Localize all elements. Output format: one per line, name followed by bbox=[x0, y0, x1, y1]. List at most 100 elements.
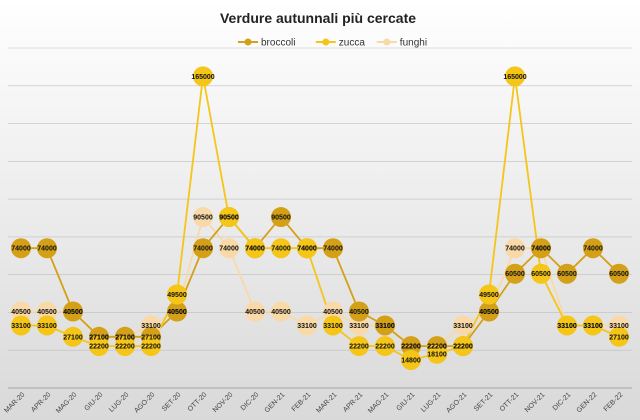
data-label-broccoli: 60500 bbox=[609, 271, 629, 278]
data-label-zucca: 60500 bbox=[531, 271, 551, 278]
data-label-zucca: 165000 bbox=[503, 74, 526, 81]
data-point-funghi bbox=[505, 238, 525, 259]
data-label-zucca: 49500 bbox=[167, 292, 187, 299]
data-label-broccoli: 74000 bbox=[531, 246, 551, 253]
data-point-funghi bbox=[323, 301, 343, 322]
data-label-funghi: 40500 bbox=[63, 309, 83, 316]
data-point-zucca bbox=[401, 350, 421, 371]
data-label-zucca: 27100 bbox=[63, 334, 83, 341]
data-label-broccoli: 27100 bbox=[141, 334, 161, 341]
data-label-broccoli: 74000 bbox=[11, 246, 31, 253]
data-point-zucca bbox=[115, 336, 135, 357]
legend-swatch-marker bbox=[244, 38, 252, 46]
data-label-broccoli: 74000 bbox=[193, 246, 213, 253]
series-layer: 40500 40500 40500 27100 27100 33100 40500 90500… bbox=[11, 66, 629, 371]
chart-title: Verdure autunnali più cercate bbox=[220, 10, 416, 26]
data-label-broccoli: 74000 bbox=[297, 246, 317, 253]
data-label-zucca: 22200 bbox=[375, 344, 395, 351]
data-point-broccoli bbox=[557, 263, 577, 284]
data-point-broccoli bbox=[193, 238, 213, 259]
data-point-broccoli bbox=[349, 301, 369, 322]
legend-label: funghi bbox=[400, 38, 427, 49]
data-point-funghi bbox=[349, 315, 369, 336]
data-point-broccoli bbox=[323, 238, 343, 259]
data-label-broccoli: 27100 bbox=[89, 334, 109, 341]
data-point-zucca bbox=[37, 315, 57, 336]
data-label-zucca: 14800 bbox=[401, 358, 421, 365]
data-label-funghi: 27100 bbox=[89, 334, 109, 341]
data-point-zucca bbox=[505, 66, 525, 87]
data-point-funghi bbox=[245, 301, 265, 322]
data-point-zucca bbox=[193, 66, 213, 87]
data-point-zucca bbox=[219, 207, 239, 228]
data-label-broccoli: 22200 bbox=[427, 344, 447, 351]
data-label-broccoli: 40500 bbox=[479, 309, 499, 316]
data-label-funghi: 22200 bbox=[401, 344, 421, 351]
data-point-funghi bbox=[453, 315, 473, 336]
data-label-zucca: 22200 bbox=[453, 344, 473, 351]
data-label-broccoli: 22200 bbox=[453, 344, 473, 351]
data-label-broccoli: 74000 bbox=[37, 246, 57, 253]
data-point-zucca bbox=[375, 336, 395, 357]
data-label-zucca: 33100 bbox=[11, 323, 31, 330]
data-label-zucca: 33100 bbox=[583, 323, 603, 330]
data-point-zucca bbox=[297, 238, 317, 259]
data-label-zucca: 33100 bbox=[557, 323, 577, 330]
data-label-funghi: 40500 bbox=[323, 309, 343, 316]
data-label-broccoli: 40500 bbox=[349, 309, 369, 316]
data-point-broccoli bbox=[167, 301, 187, 322]
data-point-zucca bbox=[11, 315, 31, 336]
data-label-zucca: 74000 bbox=[297, 246, 317, 253]
legend-swatch-marker bbox=[383, 38, 391, 46]
legend-label: broccoli bbox=[261, 38, 295, 49]
data-point-zucca bbox=[349, 336, 369, 357]
data-label-funghi: 33100 bbox=[349, 323, 369, 330]
data-point-broccoli bbox=[375, 315, 395, 336]
data-point-zucca bbox=[557, 315, 577, 336]
data-label-broccoli: 74000 bbox=[583, 246, 603, 253]
data-label-zucca: 49500 bbox=[479, 292, 499, 299]
data-label-broccoli: 60500 bbox=[557, 271, 577, 278]
data-point-broccoli bbox=[63, 301, 83, 322]
data-label-funghi: 74000 bbox=[219, 246, 239, 253]
data-label-funghi: 90500 bbox=[193, 215, 213, 222]
data-label-broccoli: 74000 bbox=[323, 246, 343, 253]
data-point-funghi bbox=[271, 301, 291, 322]
data-label-zucca: 33100 bbox=[323, 323, 343, 330]
data-point-zucca bbox=[63, 326, 83, 347]
data-label-zucca: 33100 bbox=[37, 323, 57, 330]
data-label-funghi: 74000 bbox=[531, 246, 551, 253]
data-label-zucca: 22200 bbox=[349, 344, 369, 351]
data-label-broccoli: 27100 bbox=[115, 334, 135, 341]
data-point-broccoli bbox=[505, 263, 525, 284]
data-point-zucca bbox=[271, 238, 291, 259]
data-label-zucca: 22200 bbox=[141, 344, 161, 351]
data-point-broccoli bbox=[37, 238, 57, 259]
data-point-zucca bbox=[323, 315, 343, 336]
data-point-funghi bbox=[11, 301, 31, 322]
data-label-zucca: 74000 bbox=[271, 246, 291, 253]
data-point-zucca bbox=[531, 263, 551, 284]
data-label-broccoli: 60500 bbox=[505, 271, 525, 278]
data-label-zucca: 18100 bbox=[427, 351, 447, 358]
data-point-broccoli bbox=[401, 336, 421, 357]
data-point-zucca bbox=[167, 284, 187, 305]
data-label-funghi: 40500 bbox=[167, 309, 187, 316]
data-point-broccoli bbox=[583, 238, 603, 259]
data-label-funghi: 40500 bbox=[37, 309, 57, 316]
data-label-broccoli: 90500 bbox=[271, 215, 291, 222]
data-label-zucca: 90500 bbox=[219, 215, 239, 222]
data-point-broccoli bbox=[609, 263, 629, 284]
data-point-zucca bbox=[609, 326, 629, 347]
data-label-zucca: 22200 bbox=[89, 344, 109, 351]
legend-label: zucca bbox=[339, 38, 366, 49]
data-point-zucca bbox=[427, 343, 447, 364]
data-label-funghi: 40500 bbox=[479, 309, 499, 316]
data-label-funghi: 33100 bbox=[375, 323, 395, 330]
data-label-funghi: 40500 bbox=[271, 309, 291, 316]
legend-swatch-marker bbox=[322, 38, 330, 46]
data-label-funghi: 33100 bbox=[297, 323, 317, 330]
legend: broccoli zucca funghi bbox=[238, 38, 427, 49]
data-label-broccoli: 40500 bbox=[63, 309, 83, 316]
